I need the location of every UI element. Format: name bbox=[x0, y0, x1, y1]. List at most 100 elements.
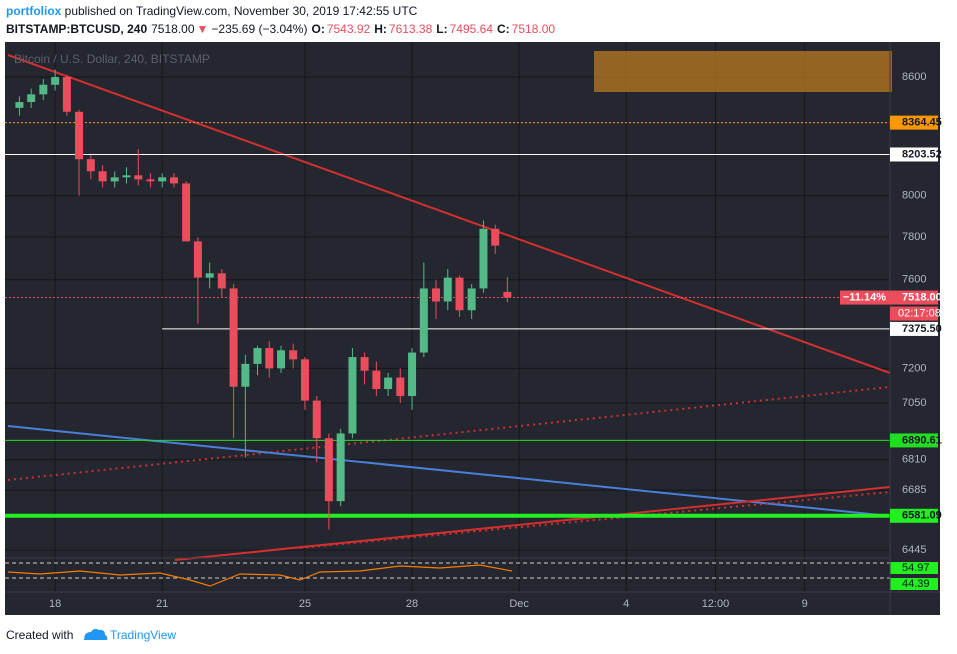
candle-body bbox=[419, 288, 428, 353]
x-tick-label: 4 bbox=[623, 598, 629, 610]
last: 7518.00 bbox=[151, 22, 195, 36]
price-tag bbox=[890, 147, 938, 162]
candles bbox=[15, 69, 512, 530]
footer-brand[interactable]: TradingView bbox=[110, 628, 176, 642]
indicator-tag bbox=[890, 578, 938, 590]
y-tick-label: 6810 bbox=[902, 454, 926, 466]
c-label: C: bbox=[497, 22, 510, 36]
countdown-tag bbox=[890, 306, 938, 321]
candle-body bbox=[360, 357, 369, 371]
change-tag bbox=[840, 290, 890, 305]
candle-body bbox=[229, 288, 238, 387]
candle-body bbox=[408, 352, 417, 396]
price-tag-label: 7518.00 bbox=[902, 291, 942, 303]
c: 7518.00 bbox=[512, 22, 556, 36]
candle-body bbox=[75, 111, 84, 160]
price-tag-label: 8203.52 bbox=[902, 148, 942, 160]
candle-body bbox=[253, 348, 262, 364]
candle-body bbox=[479, 228, 488, 289]
price-tag-label: 6581.09 bbox=[902, 510, 942, 522]
trendline bbox=[174, 486, 891, 561]
candle-body bbox=[146, 179, 155, 182]
y-tick-label: 8600 bbox=[902, 71, 926, 83]
o: 7543.92 bbox=[327, 22, 371, 36]
candle-body bbox=[15, 102, 24, 108]
candle-body bbox=[348, 357, 357, 434]
candle-body bbox=[241, 363, 250, 387]
candle-body bbox=[324, 438, 333, 502]
price-lines bbox=[5, 122, 890, 518]
arrow: ▼ bbox=[197, 22, 209, 36]
trendline bbox=[7, 425, 891, 517]
price-tag-label: 6890.61 bbox=[902, 434, 942, 446]
indicator-label: 44.39 bbox=[902, 578, 930, 590]
candle-body bbox=[134, 175, 143, 180]
price-tag bbox=[890, 290, 938, 305]
o-label: O: bbox=[311, 22, 324, 36]
candle-body bbox=[372, 370, 381, 390]
candle-body bbox=[51, 77, 60, 85]
price-tag bbox=[890, 433, 938, 448]
candle-body bbox=[39, 84, 48, 95]
candle-body bbox=[455, 277, 464, 311]
l: 7495.64 bbox=[450, 22, 494, 36]
x-tick-label: 28 bbox=[406, 598, 418, 610]
y-tick-label: 7600 bbox=[902, 274, 926, 286]
candle-body bbox=[443, 277, 452, 302]
footer-created: Created with bbox=[6, 628, 73, 642]
zone-box bbox=[594, 51, 892, 92]
legend: Bitcoin / U.S. Dollar, 240, BITSTAMP bbox=[14, 52, 210, 66]
candle-body bbox=[158, 177, 167, 182]
candle-body bbox=[431, 288, 440, 302]
candle-body bbox=[289, 350, 298, 360]
grid bbox=[5, 42, 890, 592]
candle-body bbox=[193, 241, 202, 278]
candle-body bbox=[169, 177, 178, 184]
price-tag bbox=[890, 115, 938, 130]
logo bbox=[84, 628, 108, 640]
l-label: L: bbox=[436, 22, 447, 36]
candle-body bbox=[277, 350, 286, 369]
countdown-label: 02:17:08 bbox=[898, 307, 941, 319]
x-tick-label: 25 bbox=[299, 598, 311, 610]
trendline bbox=[299, 491, 891, 549]
candle-body bbox=[62, 77, 71, 112]
candle-body bbox=[491, 228, 500, 246]
author[interactable]: portfoliox bbox=[6, 4, 62, 18]
candle-body bbox=[336, 433, 345, 502]
indicator-tag bbox=[890, 562, 938, 574]
candle-body bbox=[300, 359, 309, 401]
y-tick-label: 7050 bbox=[902, 397, 926, 409]
candle-body bbox=[98, 171, 107, 182]
candle-body bbox=[312, 400, 321, 439]
candle-body bbox=[217, 273, 226, 289]
y-tick-label: 8000 bbox=[902, 190, 926, 202]
candle-body bbox=[467, 288, 476, 311]
candle-body bbox=[110, 177, 119, 182]
h: 7613.38 bbox=[389, 22, 433, 36]
y-tick-label: 7200 bbox=[902, 362, 926, 374]
candle-body bbox=[182, 183, 191, 242]
x-tick-label: 18 bbox=[49, 598, 61, 610]
price-tag-label: 8364.45 bbox=[902, 117, 942, 129]
trendline bbox=[7, 54, 891, 374]
h-label: H: bbox=[374, 22, 387, 36]
candle-body bbox=[265, 348, 274, 369]
trendline bbox=[7, 386, 891, 481]
y-tick-label: 6445 bbox=[902, 544, 926, 556]
candle-body bbox=[205, 273, 214, 278]
candle-body bbox=[396, 377, 405, 396]
indicator-line bbox=[7, 564, 513, 587]
y-tick-label: 7800 bbox=[902, 231, 926, 243]
change-label: −11.14% bbox=[843, 291, 886, 303]
x-tick-label: 21 bbox=[156, 598, 168, 610]
candle-body bbox=[122, 175, 131, 178]
candle-body bbox=[86, 159, 95, 172]
x-tick-label: 12:00 bbox=[702, 598, 730, 610]
change: −235.69 (−3.04%) bbox=[211, 22, 307, 36]
price-tag-label: 7375.50 bbox=[902, 323, 942, 335]
header-line-2: BITSTAMP:BTCUSD, 240 7518.00 ▼ −235.69 (−3.… bbox=[6, 22, 555, 36]
candle-body bbox=[503, 291, 512, 298]
published: published on TradingView.com, November 3… bbox=[61, 4, 417, 18]
